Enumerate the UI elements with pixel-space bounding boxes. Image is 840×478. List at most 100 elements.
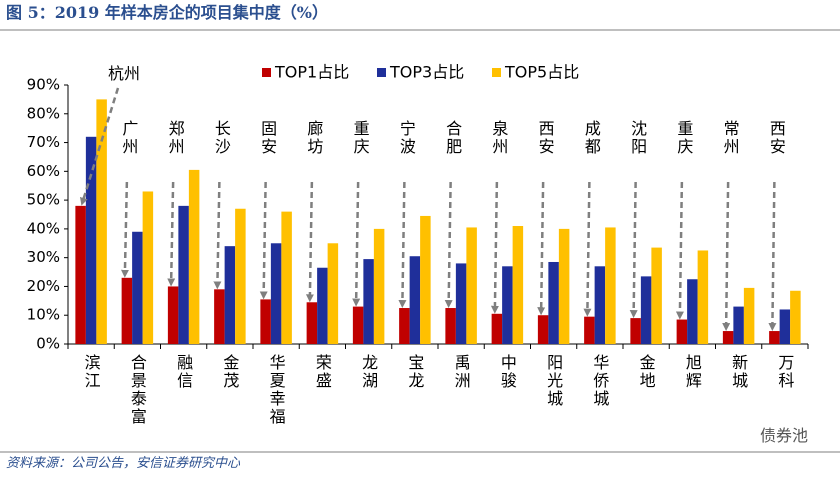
bar [769, 331, 780, 344]
bar [96, 99, 107, 344]
annotation: 西安 [536, 120, 555, 156]
x-tick-label: 万科 [775, 354, 794, 390]
bar [373, 228, 385, 344]
annotation-arrow [490, 181, 499, 314]
bar [214, 289, 225, 344]
y-tick-label: 10% [27, 306, 60, 324]
annotation: 成都 [582, 120, 601, 156]
bar [260, 299, 271, 344]
annotation-arrow [398, 181, 407, 309]
bar [743, 287, 755, 344]
x-tick-label: 华夏幸福 [267, 354, 286, 426]
annotation: 杭州 [108, 64, 140, 83]
source: 资料来源：公司公告，安信证券研究中心 [6, 455, 241, 471]
y-tick-label: 30% [27, 248, 60, 266]
annotation: 重庆 [351, 120, 370, 156]
y-tick-label: 50% [27, 191, 60, 209]
x-tick-label: 金地 [637, 354, 656, 390]
bar [466, 227, 477, 344]
annotation: 泉州 [489, 120, 508, 156]
bar [687, 279, 698, 344]
bar [142, 191, 154, 344]
legend-swatch [492, 68, 501, 77]
annotation-arrow [629, 181, 638, 319]
x-tick-label: 华侨城 [590, 354, 609, 408]
bar [651, 247, 662, 344]
bar [676, 319, 688, 344]
legend-label: TOP1占比 [274, 63, 349, 82]
x-tick-label: 禹洲 [452, 354, 471, 390]
x-tick-label: 中骏 [498, 354, 517, 390]
x-tick-label: 宝龙 [405, 354, 424, 390]
x-tick-label: 旭辉 [683, 354, 702, 390]
x-tick-label: 阳光城 [544, 354, 563, 408]
bar [558, 228, 570, 344]
annotation-arrow [537, 181, 546, 316]
bar [491, 313, 503, 344]
bar [235, 208, 246, 344]
annotation-arrow [213, 181, 222, 290]
annotation-arrow [259, 181, 268, 300]
annotation: 重庆 [674, 120, 693, 156]
annotation: 合肥 [443, 120, 462, 156]
annotation-arrow [444, 181, 453, 309]
annotation-arrow [120, 181, 129, 278]
x-tick-label: 合景泰富 [128, 354, 147, 426]
bar [445, 308, 456, 344]
bar [779, 309, 791, 344]
y-tick-label: 70% [27, 133, 60, 151]
bar [594, 266, 606, 344]
legend-label: TOP3占比 [389, 63, 464, 82]
bar [420, 215, 431, 344]
bar [178, 205, 189, 344]
bar [537, 315, 549, 344]
x-tick-label: 荣盛 [313, 354, 332, 390]
bar [188, 169, 200, 344]
y-tick-label: 60% [27, 162, 60, 180]
y-tick-label: 0% [36, 335, 60, 353]
y-tick-label: 90% [27, 76, 60, 94]
watermark: 债券池 [760, 426, 808, 445]
bar [548, 261, 559, 344]
x-tick-label: 融信 [174, 354, 193, 390]
annotation: 沈阳 [628, 120, 647, 156]
bar [281, 211, 292, 344]
bar [327, 243, 339, 344]
bar [167, 286, 179, 344]
annotation-arrow [583, 181, 592, 317]
bar [697, 250, 709, 344]
bar [605, 227, 616, 344]
legend-swatch [377, 68, 386, 77]
bar [630, 318, 641, 344]
bar [363, 259, 374, 344]
y-tick-label: 80% [27, 104, 60, 122]
chart-title: 图 5：2019 年样本房企的项目集中度（%） [6, 3, 328, 22]
bar [317, 267, 328, 344]
bar [502, 266, 513, 344]
annotation-arrow [768, 181, 777, 332]
bar [399, 308, 410, 344]
bar [733, 306, 744, 344]
legend-swatch [262, 68, 271, 77]
annotation: 郑州 [166, 120, 185, 156]
bar [512, 226, 524, 344]
bar [640, 276, 652, 344]
bar [224, 246, 236, 344]
x-tick-label: 新城 [729, 354, 748, 390]
bar [722, 331, 734, 344]
annotation: 宁波 [397, 120, 416, 156]
annotation: 常州 [721, 120, 740, 156]
bar [352, 306, 364, 344]
bar [306, 302, 318, 344]
y-tick-label: 20% [27, 277, 60, 295]
annotation: 固安 [258, 120, 277, 156]
annotation: 长沙 [212, 120, 231, 156]
bar [121, 277, 133, 344]
annotation: 广州 [119, 120, 138, 156]
annotation-arrow [167, 181, 176, 287]
bar [75, 205, 86, 344]
annotation-arrow [722, 181, 731, 332]
x-tick-label: 龙湖 [359, 354, 378, 390]
x-tick-label: 滨江 [82, 354, 101, 390]
